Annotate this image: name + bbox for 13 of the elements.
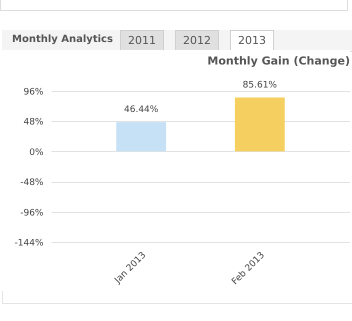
y-tick-label: -96%: [20, 208, 44, 218]
text: Monthly Analytics: [12, 33, 113, 47]
text: 2012: [175, 30, 219, 51]
y-tick-label: 96%: [23, 88, 44, 98]
y-tick-label: -144%: [14, 238, 44, 248]
y-tick-label: 0%: [29, 148, 44, 158]
data-label: 46.44%: [124, 105, 159, 116]
text: 2013: [230, 30, 274, 52]
y-tick-label: -48%: [20, 178, 44, 188]
data-label: 85.61%: [242, 80, 278, 91]
y-tick-label: 48%: [23, 118, 44, 128]
chart-title: Monthly Gain (Change): [207, 54, 350, 68]
text: 2011: [120, 30, 164, 51]
